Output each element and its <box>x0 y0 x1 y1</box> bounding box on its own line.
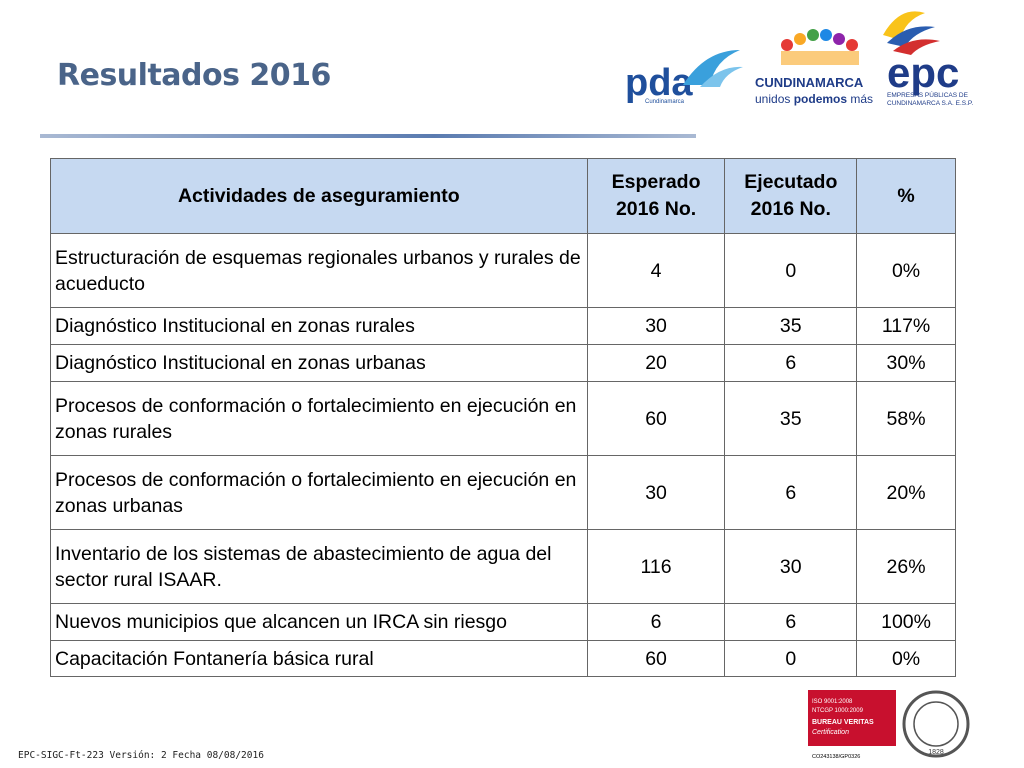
bv-seal <box>913 701 959 747</box>
slogan-part: unidos <box>755 92 794 106</box>
value-cell: 30 <box>724 529 858 604</box>
bv-text: Certification <box>812 729 849 736</box>
value-cell: 20% <box>856 455 956 530</box>
cundinamarca-icon <box>781 29 859 65</box>
footer: EPC-SIGC-Ft-223 Versión: 2 Fecha 08/08/2… <box>18 750 264 761</box>
epc-flag <box>883 11 925 40</box>
bv-text: BUREAU VERITAS <box>812 719 874 726</box>
value-cell: 6 <box>724 344 858 382</box>
table-row: Diagnóstico Institucional en zonas urban… <box>50 344 956 382</box>
value-cell: 26% <box>856 529 956 604</box>
value-cell: 0% <box>856 640 956 677</box>
value-cell: 100% <box>856 603 956 641</box>
pda-sub: Cundinamarca <box>645 99 685 105</box>
value-cell: 0% <box>856 233 956 308</box>
title-rule <box>40 134 696 138</box>
epc-flag <box>893 39 940 55</box>
value-cell: 6 <box>724 603 858 641</box>
activity-cell: Diagnóstico Institucional en zonas urban… <box>50 344 588 382</box>
pda-wave <box>683 50 740 85</box>
value-cell: 60 <box>586 640 726 677</box>
table-row: Nuevos municipios que alcancen un IRCA s… <box>50 603 956 641</box>
activity-cell: Inventario de los sistemas de abastecimi… <box>50 529 588 604</box>
column-header: Esperado 2016 No. <box>586 158 726 234</box>
column-header: % <box>856 158 956 234</box>
bv-year: 1828 <box>928 749 944 756</box>
cundinamarca-name: CUNDINAMARCA <box>755 75 864 90</box>
slogan-part: más <box>847 92 873 106</box>
value-cell: 35 <box>724 307 858 345</box>
epc-line: CUNDINAMARCA S.A. E.S.P. <box>887 100 973 107</box>
value-cell: 4 <box>586 233 726 308</box>
epc-name: epc <box>887 49 959 96</box>
table-row: Estructuración de esquemas regionales ur… <box>50 233 956 308</box>
activity-cell: Procesos de conformación o fortalecimien… <box>50 381 588 456</box>
value-cell: 30 <box>586 307 726 345</box>
activity-cell: Capacitación Fontanería básica rural <box>50 640 588 677</box>
activity-cell: Estructuración de esquemas regionales ur… <box>50 233 588 308</box>
value-cell: 20 <box>586 344 726 382</box>
value-cell: 30 <box>586 455 726 530</box>
column-header: Ejecutado 2016 No. <box>724 158 858 234</box>
value-cell: 0 <box>724 640 858 677</box>
column-header: Actividades de aseguramiento <box>50 158 588 234</box>
activity-cell: Procesos de conformación o fortalecimien… <box>50 455 588 530</box>
epc-line: EMPRESAS PÚBLICAS DE <box>887 90 969 99</box>
value-cell: 0 <box>724 233 858 308</box>
table-row: Procesos de conformación o fortalecimien… <box>50 381 956 456</box>
bv-code: CO243138/GP0326 <box>812 754 860 760</box>
results-table: Actividades de aseguramiento Esperado 201… <box>50 158 956 677</box>
value-cell: 60 <box>586 381 726 456</box>
value-cell: 6 <box>724 455 858 530</box>
table-row: Diagnóstico Institucional en zonas rural… <box>50 307 956 345</box>
bv-text: ISO 9001:2008 <box>812 699 853 705</box>
bv-text: NTCGP 1000:2009 <box>812 708 864 714</box>
value-cell: 6 <box>586 603 726 641</box>
value-cell: 30% <box>856 344 956 382</box>
value-cell: 58% <box>856 381 956 456</box>
slogan-part: podemos <box>794 92 848 106</box>
value-cell: 117% <box>856 307 956 345</box>
value-cell: 116 <box>586 529 726 604</box>
table-row: Inventario de los sistemas de abastecimi… <box>50 529 956 604</box>
logos: pda Cundinamarca CUNDINAMARCA unidos pod… <box>625 11 973 107</box>
table-row: Procesos de conformación o fortalecimien… <box>50 455 956 530</box>
pda-wave <box>700 66 743 87</box>
epc-flag <box>887 26 935 47</box>
slide-title: Resultados 2016 <box>57 58 331 93</box>
pda-logo: pda <box>625 62 693 104</box>
bureau-veritas-logo: ISO 9001:2008 NTCGP 1000:2009 BUREAU VER… <box>808 690 974 762</box>
table-body: Estructuración de esquemas regionales ur… <box>50 233 956 677</box>
activity-cell: Nuevos municipios que alcancen un IRCA s… <box>50 603 588 641</box>
table-row: Capacitación Fontanería básica rural 60 0 0… <box>50 640 956 677</box>
value-cell: 35 <box>724 381 858 456</box>
cundinamarca-slogan: unidos podemos más <box>755 92 873 106</box>
activity-cell: Diagnóstico Institucional en zonas rural… <box>50 307 588 345</box>
header-row: Actividades de aseguramiento Esperado 201… <box>50 158 956 234</box>
